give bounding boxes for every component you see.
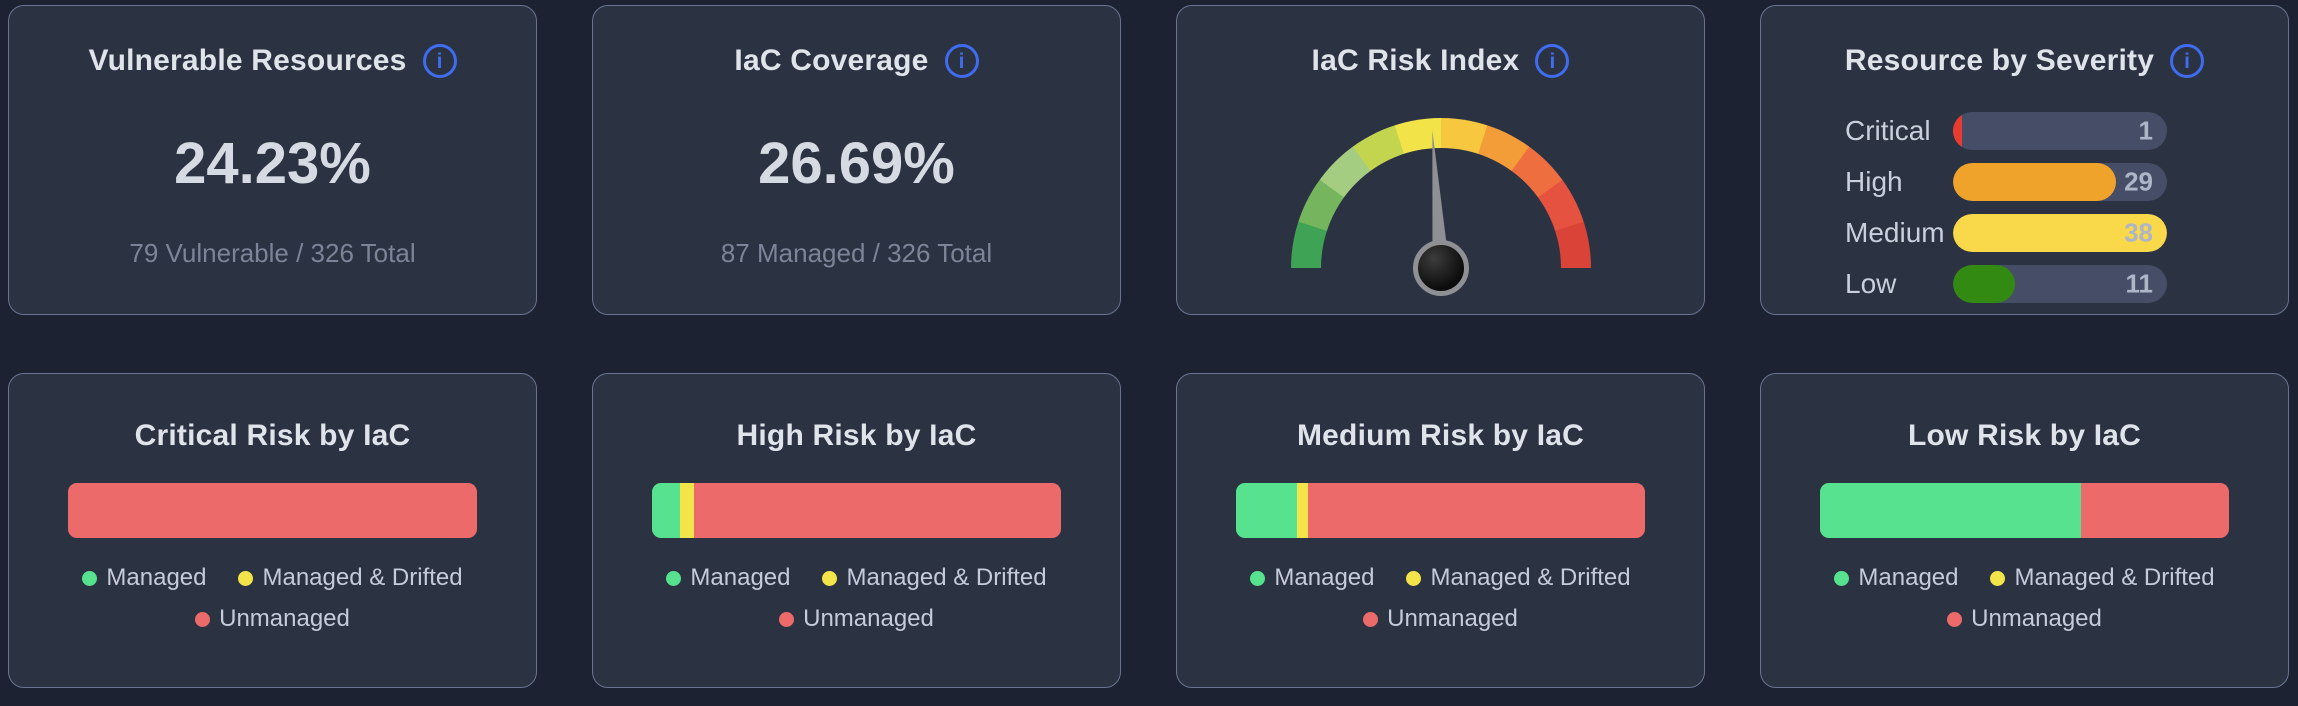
severity-bars: Critical 1 High 29 Medium 38 — [1761, 112, 2288, 316]
coverage-ratio-text: 87 Managed / 326 Total — [720, 238, 993, 268]
managed-dot-icon — [1834, 570, 1850, 586]
unmanaged-dot-icon — [779, 611, 795, 627]
severity-label: Low — [1845, 268, 1897, 299]
legend-item-managed: Managed — [666, 564, 790, 592]
managed-drifted-dot-icon — [238, 570, 254, 586]
managed-drifted-dot-icon — [822, 570, 838, 586]
card-header: Low Risk by IaC — [1908, 419, 2141, 453]
severity-row-critical: Critical 1 — [1845, 112, 2167, 150]
bar-segment-unmanaged — [1308, 483, 1645, 538]
bar-segment-managed — [652, 483, 681, 538]
legend-item-unmanaged: Unmanaged — [779, 605, 934, 633]
managed-dot-icon — [82, 570, 98, 586]
managed-dot-icon — [1250, 570, 1266, 586]
iac-risk-index-card: IaC Risk Index i — [1176, 5, 1705, 315]
card-title: High Risk by IaC — [736, 419, 977, 452]
card-title: Resource by Severity — [1844, 44, 2155, 77]
severity-bar-fill — [1953, 163, 2117, 201]
high-risk-by-iac-card: High Risk by IaC Managed Managed & Drift… — [592, 373, 1121, 688]
severity-bar-track: 29 — [1953, 163, 2167, 201]
card-header: IaC Coverage i — [734, 44, 979, 78]
coverage-percentage-value: 26.69% — [758, 131, 955, 196]
low-risk-by-iac-card: Low Risk by IaC Managed Managed & Drifte… — [1760, 373, 2289, 688]
vulnerable-resources-card: Vulnerable Resources i 24.23% 79 Vulnera… — [8, 5, 537, 315]
info-icon[interactable]: i — [422, 44, 457, 78]
legend: Managed Managed & Drifted Unmanaged — [1250, 564, 1631, 633]
card-title: Vulnerable Resources — [88, 44, 407, 77]
severity-label: Medium — [1845, 217, 1945, 248]
severity-bar-track: 11 — [1953, 265, 2167, 303]
legend: Managed Managed & Drifted Unmanaged — [82, 564, 463, 633]
medium-risk-by-iac-card: Medium Risk by IaC Managed Managed & Dri… — [1176, 373, 1705, 688]
severity-row-high: High 29 — [1845, 163, 2167, 201]
severity-row-low: Low 11 — [1845, 265, 2167, 303]
legend-item-managed: Managed — [82, 564, 206, 592]
legend-item-managed-drifted: Managed & Drifted — [1990, 564, 2215, 592]
legend-item-managed-drifted: Managed & Drifted — [1406, 564, 1631, 592]
legend-item-managed: Managed — [1834, 564, 1958, 592]
severity-label: High — [1845, 166, 1903, 197]
card-title: Critical Risk by IaC — [134, 419, 411, 452]
card-title: IaC Risk Index — [1311, 44, 1520, 77]
severity-row-medium: Medium 38 — [1845, 214, 2167, 252]
unmanaged-dot-icon — [195, 611, 211, 627]
legend-item-managed: Managed — [1250, 564, 1374, 592]
severity-bar-track: 38 — [1953, 214, 2167, 252]
critical-risk-stacked-bar — [68, 483, 477, 538]
severity-label: Critical — [1845, 115, 1931, 146]
legend: Managed Managed & Drifted Unmanaged — [1834, 564, 2215, 633]
iac-coverage-card: IaC Coverage i 26.69% 87 Managed / 326 T… — [592, 5, 1121, 315]
card-title: Medium Risk by IaC — [1296, 419, 1584, 452]
severity-count: 38 — [2124, 217, 2153, 248]
legend-item-managed-drifted: Managed & Drifted — [238, 564, 463, 592]
severity-count: 11 — [2125, 268, 2154, 299]
card-header: Medium Risk by IaC — [1297, 419, 1584, 453]
severity-bar-track: 1 — [1953, 112, 2167, 150]
bar-segment-managed-drifted — [1297, 483, 1309, 538]
unmanaged-dot-icon — [1363, 611, 1379, 627]
severity-bar-fill — [1953, 214, 2167, 252]
card-header: Critical Risk by IaC — [135, 419, 411, 453]
risk-gauge — [1290, 118, 1591, 296]
unmanaged-dot-icon — [1947, 611, 1963, 627]
info-icon[interactable]: i — [944, 44, 979, 78]
bar-segment-managed-drifted — [680, 483, 695, 538]
managed-drifted-dot-icon — [1990, 570, 2006, 586]
severity-count: 1 — [2138, 115, 2153, 146]
legend: Managed Managed & Drifted Unmanaged — [666, 564, 1047, 633]
card-header: Resource by Severity i — [1844, 44, 2205, 78]
legend-item-unmanaged: Unmanaged — [1363, 605, 1518, 633]
card-header: High Risk by IaC — [737, 419, 977, 453]
card-title: Low Risk by IaC — [1907, 419, 2142, 452]
legend-item-unmanaged: Unmanaged — [1947, 605, 2102, 633]
legend-item-unmanaged: Unmanaged — [195, 605, 350, 633]
bar-segment-unmanaged — [694, 483, 1061, 538]
info-icon[interactable]: i — [1535, 44, 1570, 78]
critical-risk-by-iac-card: Critical Risk by IaC Managed Managed & D… — [8, 373, 537, 688]
managed-drifted-dot-icon — [1406, 570, 1422, 586]
low-risk-stacked-bar — [1820, 483, 2229, 538]
bar-segment-managed — [1236, 483, 1298, 538]
severity-bar-fill — [1953, 265, 2015, 303]
bar-segment-managed — [1820, 483, 2081, 538]
medium-risk-stacked-bar — [1236, 483, 1645, 538]
managed-dot-icon — [666, 570, 682, 586]
info-icon[interactable]: i — [2170, 44, 2205, 78]
bar-segment-unmanaged — [68, 483, 477, 538]
vulnerable-ratio-text: 79 Vulnerable / 326 Total — [129, 238, 416, 268]
high-risk-stacked-bar — [652, 483, 1061, 538]
card-header: Vulnerable Resources i — [88, 44, 457, 78]
gauge-hub — [1412, 240, 1469, 296]
resource-by-severity-card: Resource by Severity i Critical 1 High 2… — [1760, 5, 2289, 315]
legend-item-managed-drifted: Managed & Drifted — [822, 564, 1047, 592]
card-header: IaC Risk Index i — [1312, 44, 1570, 78]
severity-bar-fill — [1953, 112, 1962, 150]
severity-count: 29 — [2124, 166, 2153, 197]
bar-segment-unmanaged — [2080, 483, 2229, 538]
vulnerable-percentage-value: 24.23% — [174, 131, 371, 196]
card-title: IaC Coverage — [734, 44, 929, 77]
